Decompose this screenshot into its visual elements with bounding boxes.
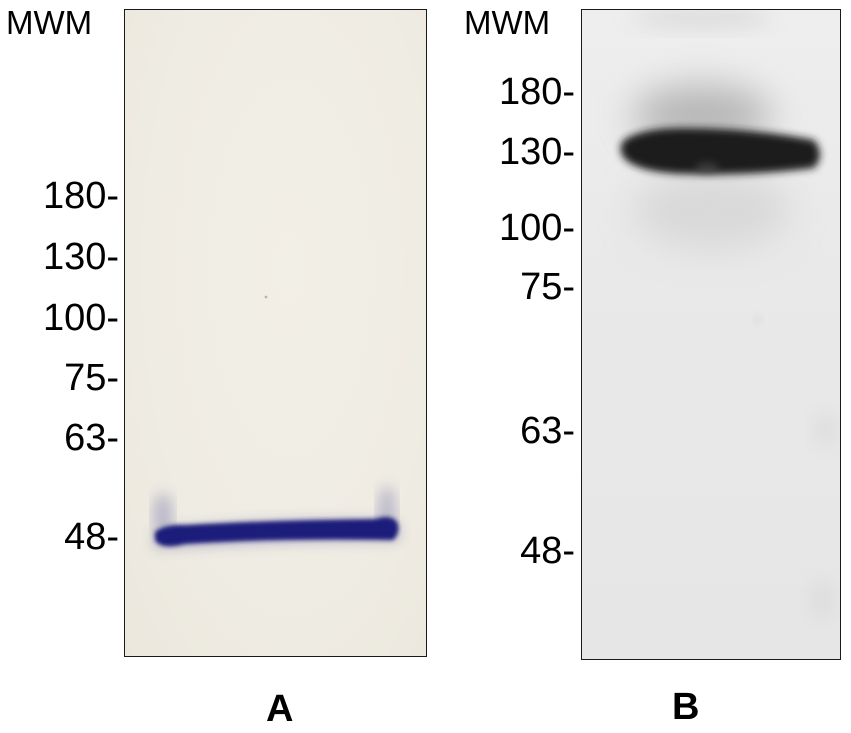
- panel-a-gel: [124, 9, 427, 657]
- panel-b-mwm-header: MWM: [464, 4, 551, 41]
- panel-a-marker-100: 100-: [42, 297, 119, 339]
- panel-b-label: B: [672, 686, 700, 728]
- panel-a-smear-left: [153, 493, 173, 537]
- panel-a-speck: [264, 295, 268, 299]
- panel-a-protein-band: [155, 517, 399, 547]
- panel-a-marker-75: 75-: [64, 357, 119, 399]
- panel-b-spot: [754, 316, 762, 324]
- panel-a-marker-48: 48-: [64, 516, 119, 558]
- panel-b-edge-shade-lower: [810, 580, 834, 620]
- panel-b-membrane: [581, 9, 841, 660]
- panel-b-marker-75: 75-: [520, 266, 575, 308]
- panel-b-marker-63: 63-: [520, 410, 575, 452]
- panel-b-smear-below: [632, 170, 792, 250]
- panel-a-marker-63: 63-: [64, 417, 119, 459]
- panel-b-marker-130: 130-: [498, 131, 575, 173]
- panel-b-top-streak: [632, 10, 772, 28]
- panel-b-edge-shade: [816, 414, 836, 446]
- panel-a-marker-180: 180-: [42, 175, 119, 217]
- panel-a-marker-130: 130-: [42, 236, 119, 278]
- panel-b-marker-180: 180-: [498, 71, 575, 113]
- panel-a-band-layer: [153, 295, 399, 548]
- panel-b-band-layer: [620, 10, 836, 620]
- panel-a-mwm-header: MWM: [6, 4, 93, 41]
- panel-a-label: A: [266, 688, 294, 730]
- panel-b-marker-48: 48-: [520, 530, 575, 572]
- panel-b-band-highlight: [695, 163, 719, 173]
- panel-b-marker-100: 100-: [498, 207, 575, 249]
- panel-b-protein-band: [620, 128, 820, 175]
